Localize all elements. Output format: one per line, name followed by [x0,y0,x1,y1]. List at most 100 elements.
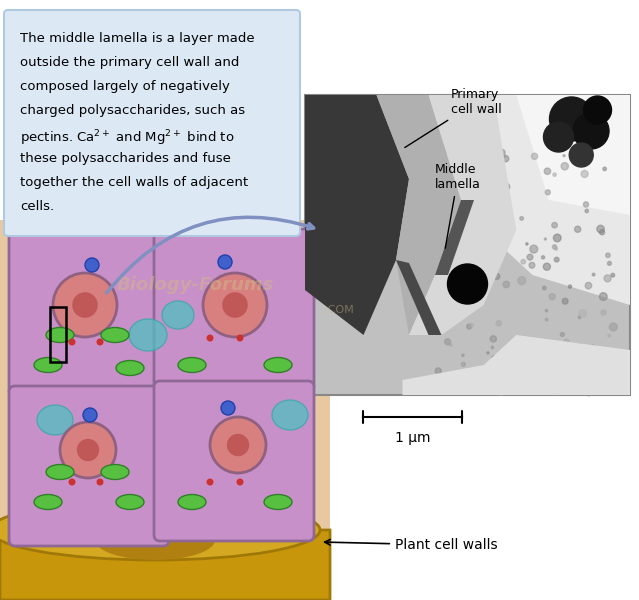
Circle shape [518,368,522,373]
Ellipse shape [0,500,320,560]
Text: Plant cell walls: Plant cell walls [325,538,498,552]
Circle shape [561,163,569,170]
Circle shape [77,439,99,461]
Polygon shape [484,95,630,305]
Circle shape [236,335,243,341]
Circle shape [441,147,448,154]
Circle shape [478,266,482,270]
Circle shape [571,362,578,370]
Circle shape [85,258,99,272]
Circle shape [479,265,484,272]
Circle shape [597,225,604,233]
FancyBboxPatch shape [4,10,300,236]
Circle shape [575,344,582,351]
Text: these polysaccharides and fuse: these polysaccharides and fuse [20,152,231,165]
Circle shape [482,229,484,231]
Text: 1 μm: 1 μm [395,431,430,445]
Circle shape [552,223,557,228]
Polygon shape [409,95,516,335]
Circle shape [585,209,589,212]
Circle shape [466,324,472,329]
Polygon shape [305,95,409,335]
Ellipse shape [37,405,73,435]
Circle shape [548,372,551,375]
Circle shape [503,281,509,287]
Circle shape [443,168,445,170]
Circle shape [587,391,591,396]
Circle shape [68,338,75,346]
Circle shape [96,338,104,346]
Circle shape [486,238,488,241]
Circle shape [206,479,213,485]
Circle shape [491,220,497,227]
Circle shape [541,256,544,259]
Circle shape [583,96,612,124]
Circle shape [610,377,616,384]
Circle shape [491,346,493,349]
Bar [305,95,630,395]
Text: Biology-Forums: Biology-Forums [116,276,273,294]
Text: Primary
cell wall: Primary cell wall [405,88,502,148]
Circle shape [470,323,473,327]
Circle shape [527,254,533,260]
Circle shape [83,408,97,422]
Circle shape [577,140,581,145]
Circle shape [608,334,610,337]
Circle shape [227,434,249,456]
Circle shape [456,259,464,266]
Circle shape [462,354,464,356]
Circle shape [543,373,545,375]
Circle shape [459,141,466,148]
FancyBboxPatch shape [0,530,330,600]
Ellipse shape [116,361,144,376]
Circle shape [236,479,243,485]
Bar [50,307,66,362]
Circle shape [488,262,495,269]
Circle shape [502,155,509,162]
Circle shape [610,323,617,331]
FancyBboxPatch shape [9,229,161,396]
Circle shape [60,422,116,478]
Circle shape [475,368,482,375]
Circle shape [490,336,497,342]
Circle shape [447,264,488,304]
Circle shape [550,97,594,141]
Circle shape [553,245,557,249]
Circle shape [440,381,447,388]
Ellipse shape [46,464,74,479]
Circle shape [68,479,75,485]
Circle shape [564,339,569,344]
Ellipse shape [46,328,74,343]
Circle shape [475,296,480,301]
Circle shape [581,170,588,178]
Circle shape [522,373,525,375]
Circle shape [543,263,550,270]
Polygon shape [403,335,630,395]
Circle shape [552,392,555,395]
Circle shape [606,253,610,257]
Circle shape [608,262,612,265]
Text: outside the primary cell wall and: outside the primary cell wall and [20,56,240,69]
Circle shape [544,168,551,175]
Circle shape [562,298,568,304]
Ellipse shape [101,464,129,479]
Circle shape [554,376,562,384]
Circle shape [499,149,505,156]
Circle shape [503,155,505,158]
Circle shape [440,320,448,328]
Circle shape [505,377,509,380]
Circle shape [532,153,537,160]
Circle shape [510,340,517,347]
Circle shape [72,292,98,318]
Circle shape [545,318,548,321]
Circle shape [435,368,442,374]
Circle shape [583,357,590,363]
FancyBboxPatch shape [9,386,169,546]
Ellipse shape [34,494,62,509]
Circle shape [497,202,504,208]
Text: .COM: .COM [325,305,355,315]
Circle shape [526,243,528,245]
Circle shape [601,310,606,315]
Circle shape [484,185,491,192]
Text: pectins. Ca$^{2+}$ and Mg$^{2+}$ bind to: pectins. Ca$^{2+}$ and Mg$^{2+}$ bind to [20,128,235,148]
